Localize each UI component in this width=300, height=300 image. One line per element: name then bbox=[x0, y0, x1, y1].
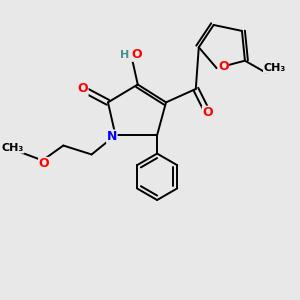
Text: O: O bbox=[77, 82, 88, 95]
Text: O: O bbox=[218, 60, 229, 73]
Text: O: O bbox=[131, 48, 142, 61]
Text: O: O bbox=[39, 158, 49, 170]
Text: CH₃: CH₃ bbox=[2, 143, 24, 153]
Text: H: H bbox=[120, 50, 129, 60]
Text: CH₃: CH₃ bbox=[264, 63, 286, 73]
Text: N: N bbox=[107, 130, 117, 143]
Text: O: O bbox=[202, 106, 213, 119]
